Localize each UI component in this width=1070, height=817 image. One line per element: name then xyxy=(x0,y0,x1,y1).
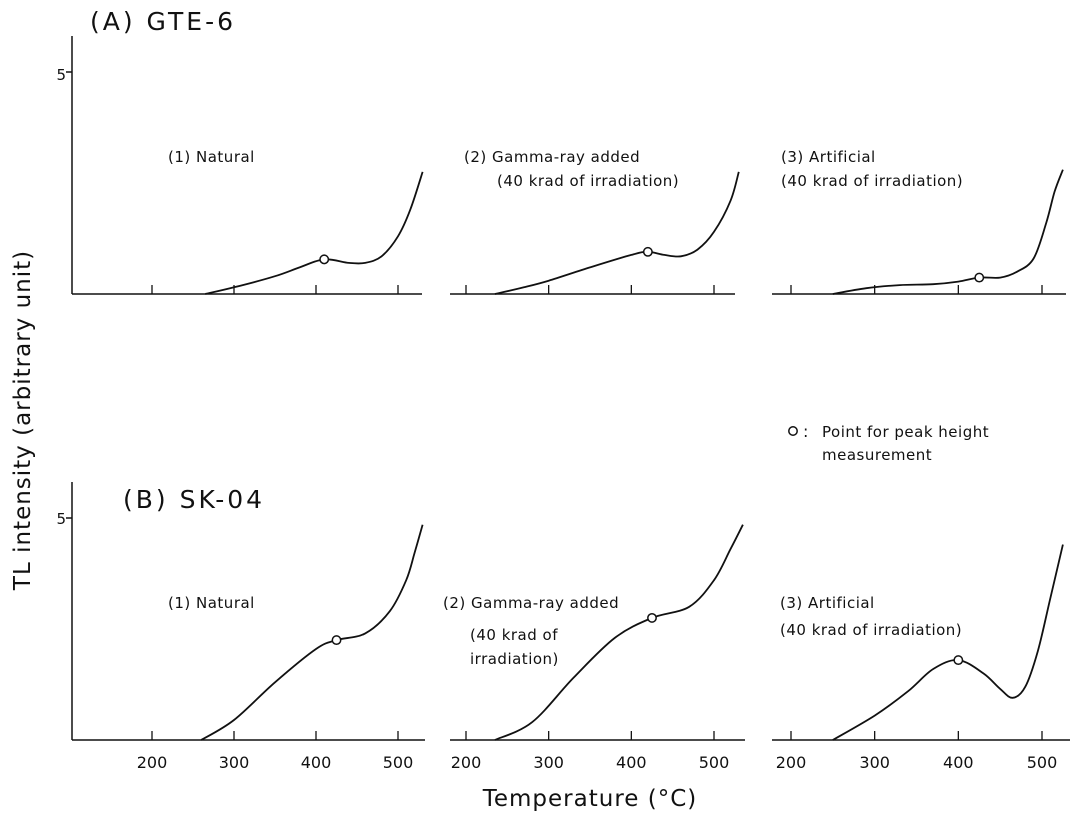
x-tick-label: 300 xyxy=(533,753,564,772)
panel-subtitle-cont: irradiation) xyxy=(470,650,559,668)
peak-height-point xyxy=(332,636,340,644)
row-label-a: (A) GTE-6 xyxy=(90,7,236,36)
panel-subtitle: (40 krad of irradiation) xyxy=(781,172,963,190)
x-tick-label: 300 xyxy=(219,753,250,772)
chart-panel-a2: (2) Gamma-ray added (40 krad of irradiati… xyxy=(450,148,739,294)
panel-title: (3) Artificial xyxy=(780,594,875,612)
x-tick-label: 500 xyxy=(383,753,414,772)
y-axis-label: TL intensity (arbitrary unit) xyxy=(10,250,36,591)
x-tick-label: 500 xyxy=(699,753,730,772)
chart-panel-b1: 200 300 400 500 (1) Natural xyxy=(66,482,425,772)
chart-panel-b2: 200 300 400 500 (2) Gamma-ray added (40 krad … xyxy=(443,525,745,772)
panels: (1) Natural (2) Gamma-ray added (40 krad o… xyxy=(66,36,1070,772)
tl-glow-curve xyxy=(201,525,422,740)
peak-height-point xyxy=(954,656,962,664)
x-tick-label: 200 xyxy=(451,753,482,772)
panel-title: (2) Gamma-ray added xyxy=(464,148,640,166)
peak-height-point xyxy=(648,614,656,622)
chart-panel-a3: (3) Artificial (40 krad of irradiation) xyxy=(772,148,1066,294)
x-tick-label: 400 xyxy=(616,753,647,772)
marker-note-line2: measurement xyxy=(822,446,932,464)
tl-glow-curve xyxy=(495,172,739,294)
x-tick-label: 200 xyxy=(137,753,168,772)
panel-title: (2) Gamma-ray added xyxy=(443,594,619,612)
x-tick-label: 300 xyxy=(859,753,890,772)
chart-panel-b3: 200 300 400 500 (3) Artificial (40 krad of ir… xyxy=(772,545,1070,772)
panel-subtitle: (40 krad of irradiation) xyxy=(497,172,679,190)
panel-title: (1) Natural xyxy=(168,148,255,166)
x-tick-label: 400 xyxy=(943,753,974,772)
x-tick-label: 200 xyxy=(776,753,807,772)
marker-note-colon: : xyxy=(803,422,808,441)
x-tick-label: 400 xyxy=(301,753,332,772)
marker-note-symbol-icon xyxy=(789,427,797,435)
x-tick-label: 500 xyxy=(1027,753,1058,772)
row-label-b: (B) SK-04 xyxy=(123,485,265,514)
panel-subtitle: (40 krad of irradiation) xyxy=(780,621,962,639)
peak-height-point xyxy=(320,255,328,263)
panel-title: (3) Artificial xyxy=(781,148,876,166)
panel-title: (1) Natural xyxy=(168,594,255,612)
y-tick-label-row-b: 5 xyxy=(56,510,66,528)
tl-glow-curve xyxy=(833,545,1063,740)
marker-note-line1: Point for peak height xyxy=(822,423,989,441)
peak-height-point xyxy=(644,248,652,256)
tl-glow-curve xyxy=(205,172,422,294)
chart-panel-a1: (1) Natural xyxy=(66,36,423,294)
y-tick-label-row-a: 5 xyxy=(56,66,66,84)
x-axis-label: Temperature (°C) xyxy=(482,786,698,812)
panel-subtitle: (40 krad of xyxy=(470,626,558,644)
peak-height-point xyxy=(975,273,983,281)
